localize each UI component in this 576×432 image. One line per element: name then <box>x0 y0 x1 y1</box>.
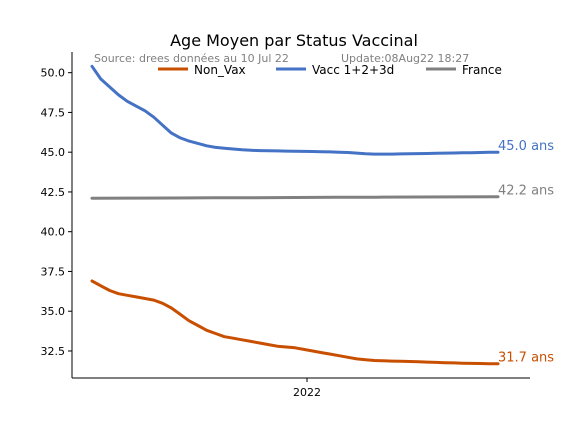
series-line-non-vax <box>90 279 500 366</box>
end-label-non-vax: 31.7 ans <box>498 351 554 366</box>
end-labels: 31.7 ans 45.0 ans 42.2 ans <box>498 139 554 366</box>
y-tick-label: 50.0 <box>41 67 66 80</box>
y-tick-label: 37.5 <box>41 265 66 278</box>
source-note: Source: drees données au 10 Jul 22 <box>94 52 289 65</box>
y-tick-label: 45.0 <box>41 146 66 159</box>
y-tick-label: 35.0 <box>41 305 66 318</box>
series-line-france <box>90 195 500 200</box>
y-tick-label: 40.0 <box>41 226 66 239</box>
y-tick-label: 42.5 <box>41 186 66 199</box>
y-tick-label: 47.5 <box>41 106 66 119</box>
y-axis-ticks: 32.5 35.0 37.5 40.0 42.5 45.0 47.5 50.0 <box>41 67 72 358</box>
y-tick-label: 32.5 <box>41 345 66 358</box>
chart-title: Age Moyen par Status Vaccinal <box>170 31 418 50</box>
series-line-vacc-1-2-3d <box>90 64 500 156</box>
update-note: Update:08Aug22 18:27 <box>341 52 469 65</box>
plot-area <box>90 64 500 366</box>
end-label-france: 42.2 ans <box>498 184 554 199</box>
legend: Non_Vax Vacc 1+2+3d France <box>158 63 502 77</box>
end-label-vacc-1-2-3d: 45.0 ans <box>498 139 554 154</box>
legend-label-france: France <box>462 63 502 77</box>
legend-label-non-vax: Non_Vax <box>194 63 246 77</box>
x-tick-label: 2022 <box>293 386 321 399</box>
legend-label-vacc: Vacc 1+2+3d <box>312 63 394 77</box>
x-axis-ticks: 2022 <box>293 378 321 399</box>
